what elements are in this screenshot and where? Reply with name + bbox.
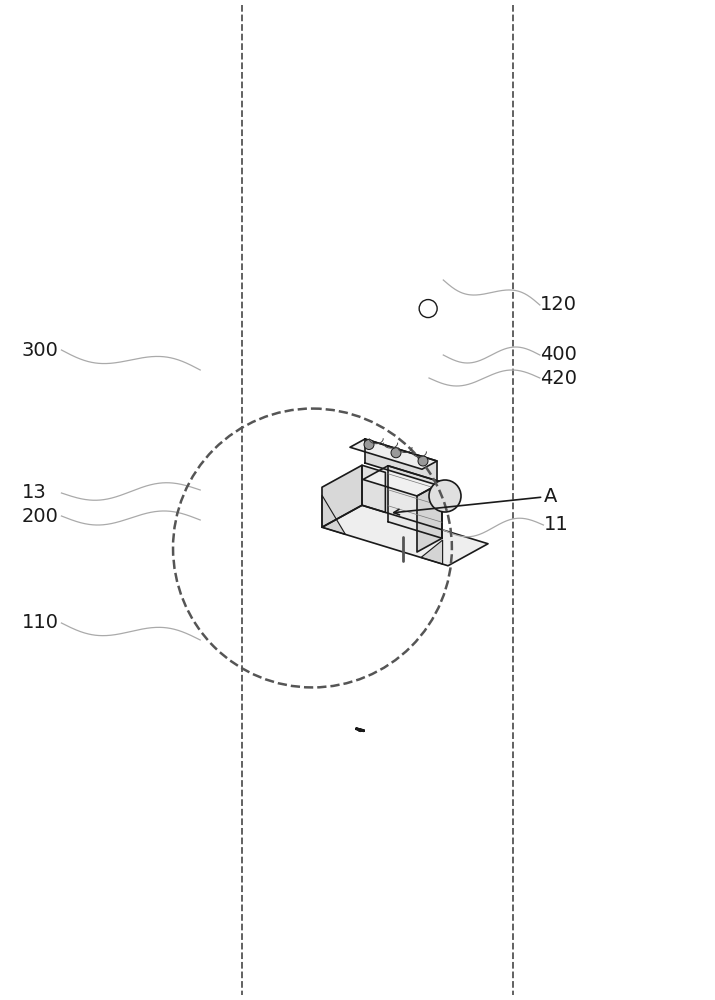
Text: 300: 300 [21,340,59,360]
Text: 200: 200 [21,506,59,526]
Polygon shape [362,465,385,512]
Text: 11: 11 [543,516,568,534]
Polygon shape [428,306,432,307]
Circle shape [418,456,428,466]
Polygon shape [322,495,345,534]
Circle shape [429,480,461,512]
Polygon shape [356,728,364,731]
Polygon shape [430,310,433,311]
Polygon shape [430,310,432,312]
Polygon shape [431,307,432,308]
Polygon shape [430,304,432,307]
Polygon shape [431,305,435,307]
Polygon shape [365,439,437,485]
Circle shape [391,448,401,458]
Polygon shape [431,307,432,308]
Polygon shape [430,306,432,307]
Polygon shape [322,505,488,566]
Text: 420: 420 [540,368,577,387]
Text: 120: 120 [540,296,577,314]
Polygon shape [388,466,442,538]
Text: A: A [543,488,557,506]
Polygon shape [433,306,435,308]
Polygon shape [421,540,443,564]
Polygon shape [350,439,437,469]
Polygon shape [430,306,432,308]
Polygon shape [322,465,362,527]
Polygon shape [428,306,432,308]
Polygon shape [363,466,442,496]
Polygon shape [431,305,432,308]
Circle shape [364,440,374,450]
Text: 400: 400 [540,346,577,364]
Polygon shape [428,308,433,311]
Polygon shape [432,305,435,308]
Polygon shape [417,482,442,552]
Polygon shape [430,307,431,310]
Text: 13: 13 [21,484,46,502]
Text: 110: 110 [21,613,59,633]
Polygon shape [356,729,364,731]
Circle shape [419,300,437,318]
Polygon shape [428,304,432,306]
Polygon shape [357,728,364,731]
